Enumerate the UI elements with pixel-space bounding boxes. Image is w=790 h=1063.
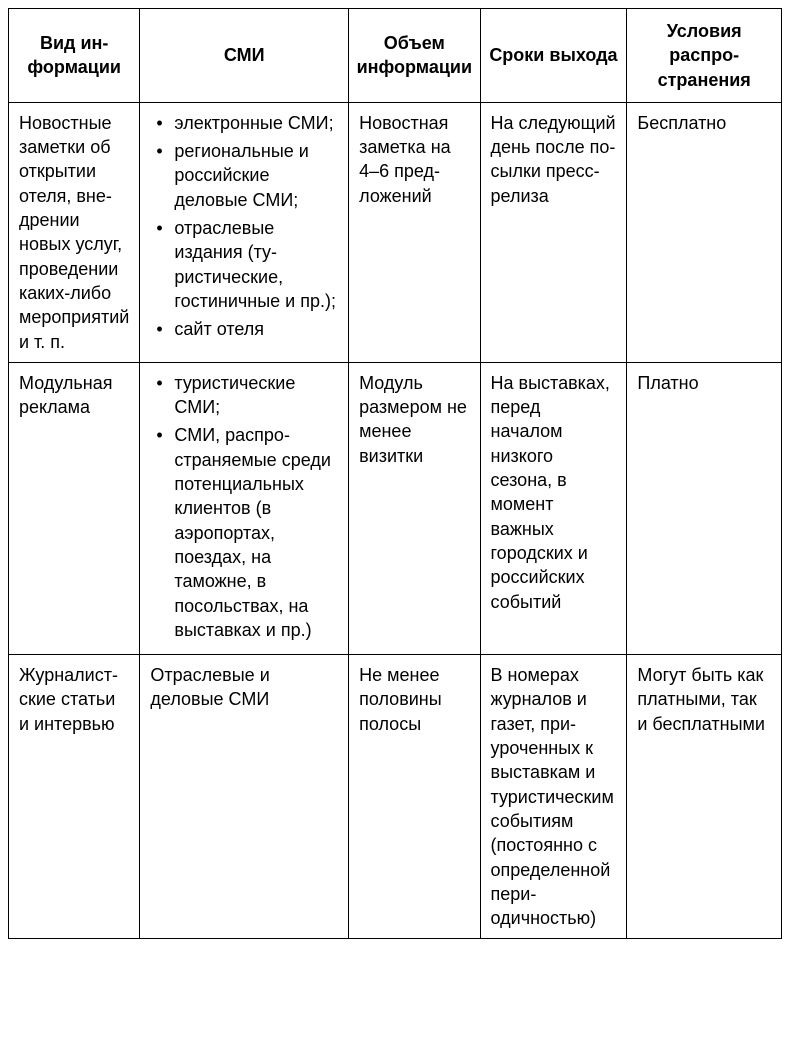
cell-conditions: Бесплатно bbox=[627, 102, 782, 362]
list-item: отраслевые издания (ту­ристические, гост… bbox=[150, 216, 338, 313]
table-header: Вид ин­формации СМИ Объем инфор­мации Ср… bbox=[9, 9, 782, 103]
header-info-type: Вид ин­формации bbox=[9, 9, 140, 103]
header-volume: Объем инфор­мации bbox=[349, 9, 480, 103]
table-body: Новостные заметки об открытии отеля, вне… bbox=[9, 102, 782, 939]
list-item: сайт отеля bbox=[150, 317, 338, 341]
header-conditions: Условия распро­странения bbox=[627, 9, 782, 103]
cell-media: Отраслевые и деловые СМИ bbox=[140, 655, 349, 939]
cell-timing: На выстав­ках, перед началом низкого сез… bbox=[480, 362, 627, 654]
cell-timing: На следу­ющий день после по­сылки пресс-… bbox=[480, 102, 627, 362]
cell-info-type: Новостные заметки об открытии отеля, вне… bbox=[9, 102, 140, 362]
media-list: электронные СМИ; региональные и российск… bbox=[150, 111, 338, 342]
list-item: электронные СМИ; bbox=[150, 111, 338, 135]
list-item: региональные и российские деловые СМИ; bbox=[150, 139, 338, 212]
cell-volume: Не менее половины полосы bbox=[349, 655, 480, 939]
cell-info-type: Модульная реклама bbox=[9, 362, 140, 654]
list-item: туристические СМИ; bbox=[150, 371, 338, 420]
header-row: Вид ин­формации СМИ Объем инфор­мации Ср… bbox=[9, 9, 782, 103]
cell-timing: В номерах журналов и газет, при­уроченны… bbox=[480, 655, 627, 939]
cell-info-type: Журналист­ские статьи и интервью bbox=[9, 655, 140, 939]
table-row: Модульная реклама туристические СМИ; СМИ… bbox=[9, 362, 782, 654]
media-info-table: Вид ин­формации СМИ Объем инфор­мации Ср… bbox=[8, 8, 782, 939]
cell-volume: Новостная заметка на 4–6 пред­ложений bbox=[349, 102, 480, 362]
cell-conditions: Могут быть как платны­ми, так и бесплат­… bbox=[627, 655, 782, 939]
media-list: туристические СМИ; СМИ, распро­страняемы… bbox=[150, 371, 338, 642]
cell-media: электронные СМИ; региональные и российск… bbox=[140, 102, 349, 362]
list-item: СМИ, распро­страняемые среди потен­циаль… bbox=[150, 423, 338, 642]
header-media: СМИ bbox=[140, 9, 349, 103]
table-row: Журналист­ские статьи и интервью Отрасле… bbox=[9, 655, 782, 939]
cell-volume: Модуль размером не менее визитки bbox=[349, 362, 480, 654]
cell-conditions: Платно bbox=[627, 362, 782, 654]
header-timing: Сроки вы­хода bbox=[480, 9, 627, 103]
table-row: Новостные заметки об открытии отеля, вне… bbox=[9, 102, 782, 362]
cell-media: туристические СМИ; СМИ, распро­страняемы… bbox=[140, 362, 349, 654]
